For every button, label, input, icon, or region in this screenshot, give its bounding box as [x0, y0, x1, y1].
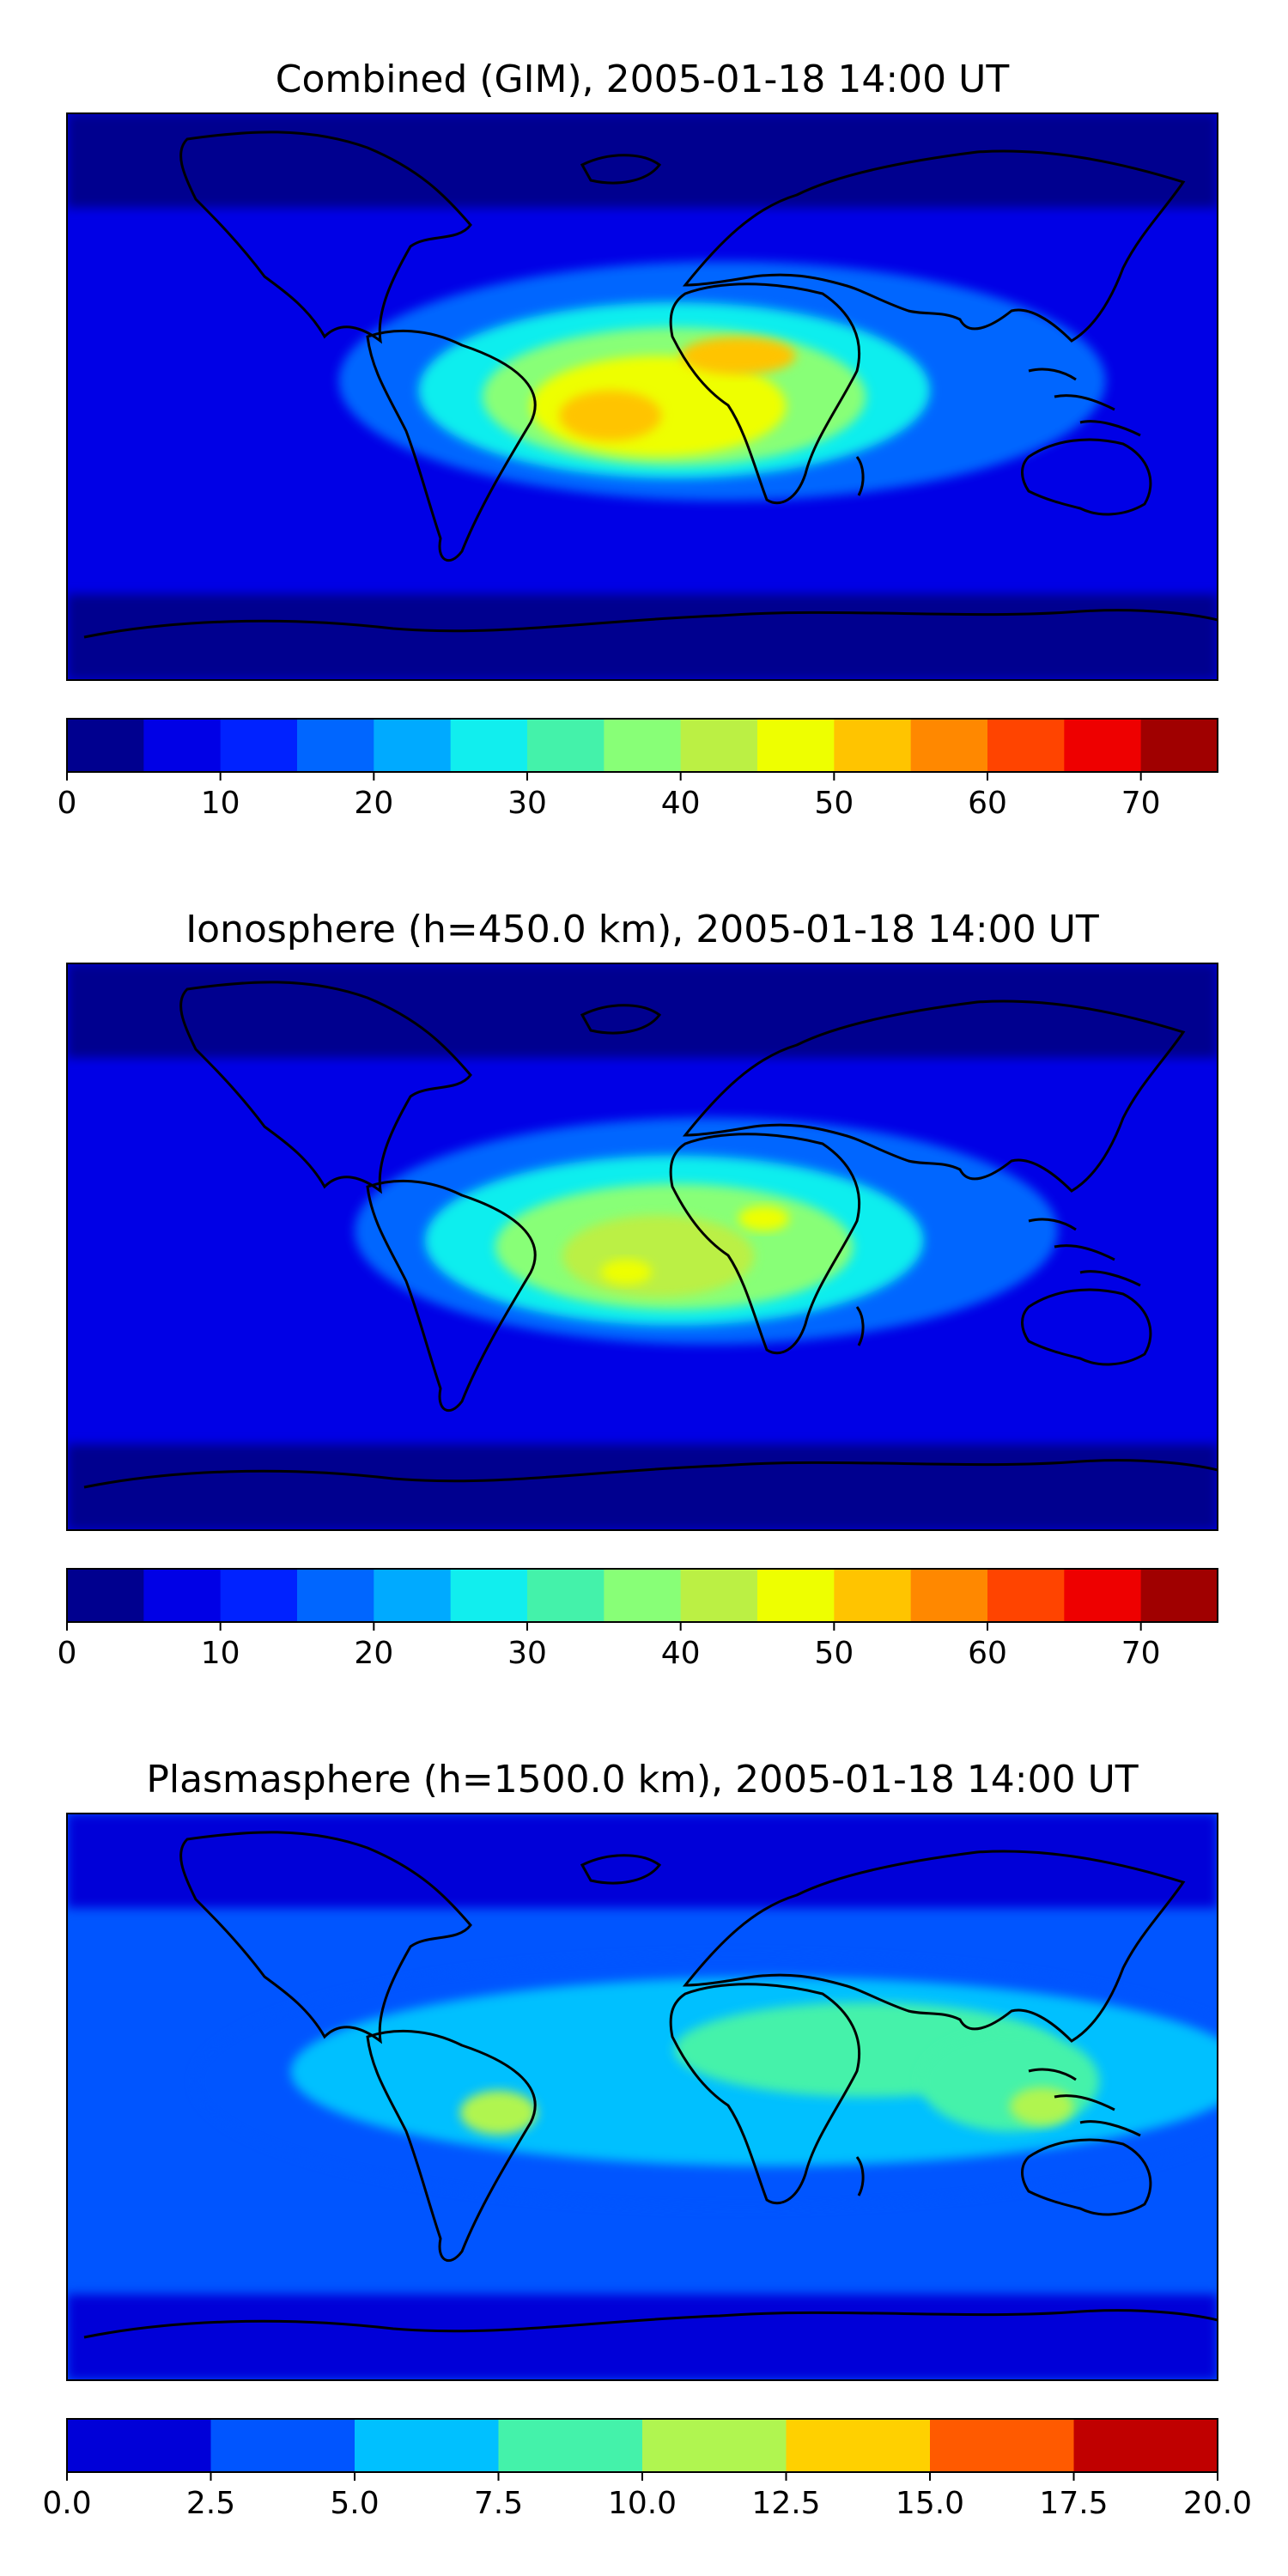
- colorbar: 0.0 2.5 5.0 7.5 10.0 12.5 15.0 17.5 20.0: [42, 2418, 1252, 2521]
- colorbar-segment: [374, 1569, 452, 1622]
- colorbar-segment: [910, 1569, 988, 1622]
- colorbar-segment: [67, 719, 144, 772]
- map-frame: [66, 963, 1218, 1531]
- colorbar-frame: [66, 718, 1218, 773]
- colorbar-tick-label: 10: [201, 1636, 240, 1671]
- colorbar-tick-label: 5.0: [330, 2486, 379, 2521]
- colorbar-tick-label: 70: [1121, 1636, 1161, 1671]
- colorbar-segment: [297, 1569, 374, 1622]
- colorbar-tick-label: 0.0: [42, 2486, 91, 2521]
- colorbar-segment: [642, 2419, 787, 2472]
- colorbar-segment: [498, 2419, 643, 2472]
- colorbar-segment: [220, 719, 298, 772]
- tec-map: [67, 113, 1218, 680]
- contour-level-9: [738, 1206, 790, 1231]
- colorbar-segment: [1064, 1569, 1142, 1622]
- colorbar-segment: [604, 719, 682, 772]
- colorbar-segment: [374, 719, 452, 772]
- colorbar-tick-label: 7.5: [474, 2486, 523, 2521]
- colorbar-segment: [210, 2419, 355, 2472]
- contour-level-4: [459, 2090, 538, 2135]
- colorbar-segment: [1140, 1569, 1218, 1622]
- colorbar-tick-label: 12.5: [751, 2486, 820, 2521]
- contour-level-8: [562, 1215, 755, 1297]
- polar-band-north: [67, 963, 1218, 1058]
- colorbar-tick-label: 17.5: [1039, 2486, 1108, 2521]
- colorbar-tick-label: 40: [661, 1636, 701, 1671]
- colorbar-tick-label: 20.0: [1183, 2486, 1252, 2521]
- colorbar-tick-label: 20: [354, 1636, 393, 1671]
- colorbar-segment: [143, 1569, 222, 1622]
- panel-1: Ionosphere (h=450.0 km), 2005-01-18 14:0…: [58, 908, 1218, 1671]
- polar-band-north: [67, 113, 1218, 208]
- polar-band-north: [67, 1814, 1218, 1908]
- colorbar-segment: [680, 719, 758, 772]
- colorbar-segment: [67, 2419, 211, 2472]
- colorbar: 0 10 20 30 40 50 60 70: [58, 718, 1218, 821]
- colorbar-frame: [66, 1568, 1218, 1623]
- panel-0: Combined (GIM), 2005-01-18 14:00 UT 0 10 20…: [58, 58, 1218, 821]
- contour-level-4: [1010, 2087, 1074, 2125]
- colorbar-segment: [834, 1569, 912, 1622]
- polar-band-south: [67, 1444, 1218, 1530]
- colorbar-segment: [680, 1569, 758, 1622]
- colorbar-segment: [527, 1569, 605, 1622]
- colorbar-segment: [527, 719, 605, 772]
- panel-title: Ionosphere (h=450.0 km), 2005-01-18 14:0…: [185, 908, 1099, 951]
- colorbar-segment: [220, 1569, 298, 1622]
- colorbar-segment: [987, 1569, 1065, 1622]
- colorbar-tick-label: 70: [1121, 786, 1161, 821]
- colorbar: 0 10 20 30 40 50 60 70: [58, 1568, 1218, 1671]
- map-frame: [66, 1813, 1218, 2381]
- colorbar-tick-label: 30: [507, 786, 547, 821]
- panel-2: Plasmasphere (h=1500.0 km), 2005-01-18 1…: [42, 1758, 1252, 2521]
- colorbar-tick-label: 10: [201, 786, 240, 821]
- colorbar-segment: [910, 719, 988, 772]
- colorbar-segment: [757, 719, 835, 772]
- polar-band-south: [67, 594, 1218, 680]
- colorbar-segment: [297, 719, 374, 772]
- colorbar-tick-label: 15.0: [896, 2486, 964, 2521]
- colorbar-segment: [757, 1569, 835, 1622]
- colorbar-tick-label: 40: [661, 786, 701, 821]
- contour-level-9: [600, 1259, 653, 1285]
- colorbar-segment: [604, 1569, 682, 1622]
- colorbar-segment: [1073, 2419, 1218, 2472]
- colorbar-segment: [450, 1569, 528, 1622]
- colorbar-tick-label: 50: [814, 786, 854, 821]
- colorbar-segment: [834, 719, 912, 772]
- colorbar-tick-label: 10.0: [608, 2486, 677, 2521]
- colorbar-segment: [1064, 719, 1142, 772]
- colorbar-tick-label: 0: [58, 786, 77, 821]
- colorbar-tick-label: 30: [507, 1636, 547, 1671]
- colorbar-segment: [143, 719, 222, 772]
- colorbar-tick-label: 60: [968, 1636, 1007, 1671]
- colorbar-segment: [67, 1569, 144, 1622]
- colorbar-tick-label: 2.5: [186, 2486, 235, 2521]
- colorbar-segment: [450, 719, 528, 772]
- contour-level-10: [559, 390, 662, 441]
- tec-map: [67, 963, 1218, 1530]
- map-frame: [66, 112, 1218, 681]
- colorbar-segment: [786, 2419, 931, 2472]
- colorbar-tick-label: 50: [814, 1636, 854, 1671]
- colorbar-segment: [930, 2419, 1074, 2472]
- colorbar-segment: [1140, 719, 1218, 772]
- panel-title: Plasmasphere (h=1500.0 km), 2005-01-18 1…: [146, 1758, 1138, 1801]
- colorbar-tick-label: 20: [354, 786, 393, 821]
- contour-level-10: [680, 337, 796, 375]
- contour-level-3: [920, 2031, 1100, 2132]
- polar-band-south: [67, 2294, 1218, 2380]
- colorbar-segment: [355, 2419, 499, 2472]
- colorbar-segment: [987, 719, 1065, 772]
- colorbar-tick-label: 60: [968, 786, 1007, 821]
- panel-title: Combined (GIM), 2005-01-18 14:00 UT: [276, 58, 1010, 101]
- tec-map: [67, 1814, 1218, 2380]
- colorbar-tick-label: 0: [58, 1636, 77, 1671]
